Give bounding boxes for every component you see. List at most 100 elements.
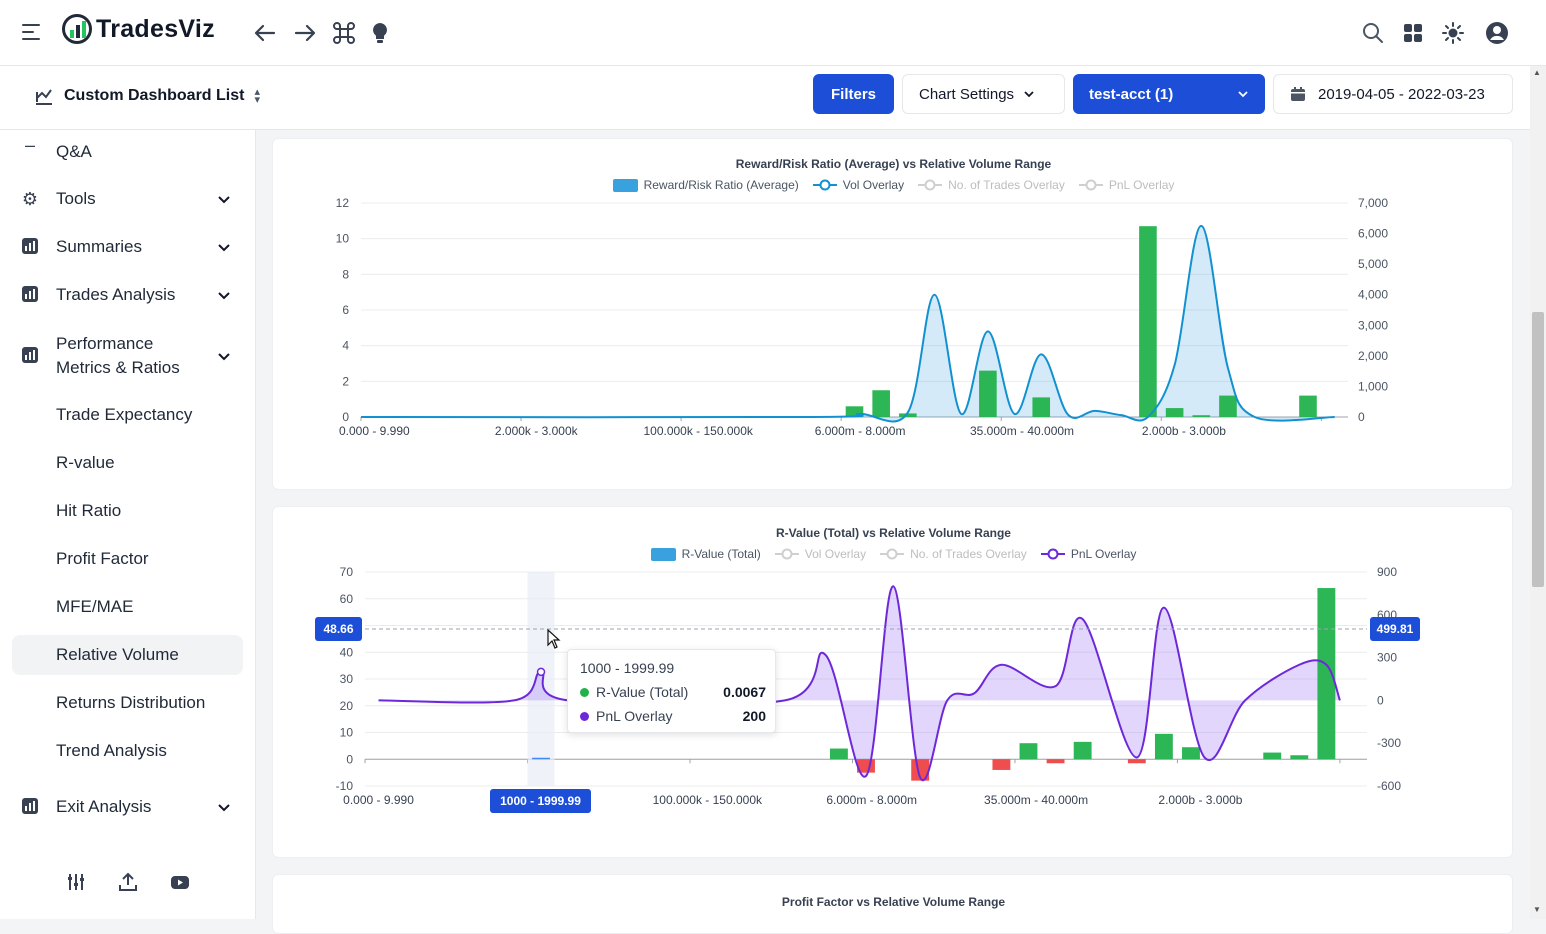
x-tick-label: 2.000b - 3.000b [1142, 424, 1226, 438]
command-icon[interactable] [331, 20, 357, 46]
y-left-tick-label: 12 [336, 196, 350, 210]
account-selector[interactable]: test-acct (1) [1073, 74, 1265, 114]
date-range-picker[interactable]: 2019-04-05 - 2022-03-23 [1273, 74, 1513, 114]
chevron-down-icon [1024, 91, 1034, 98]
sidebar-subitem-mfe-mae[interactable]: MFE/MAE [56, 597, 134, 616]
sliders-icon[interactable] [66, 872, 86, 898]
sidebar-item-performance-metrics[interactable]: Performance Metrics & Ratios [12, 330, 243, 382]
label-line-1: Performance [56, 334, 154, 353]
legend-swatch [612, 178, 638, 192]
scroll-up-arrow-icon[interactable]: ▲ [1533, 68, 1541, 77]
sidebar-subitem-relative-volume[interactable]: Relative Volume [12, 635, 243, 675]
sidebar-subitem-r-value[interactable]: R-value [56, 453, 115, 472]
legend-item-trades-overlay[interactable]: No. of Trades Overlay [918, 178, 1065, 192]
bar-chart-icon [20, 237, 40, 257]
legend-line-swatch [1078, 179, 1103, 191]
legend-item-pnl-overlay[interactable]: PnL Overlay [1078, 178, 1175, 192]
x-tick-label: 0.000 - 9.990 [343, 793, 414, 807]
sidebar-item-tools[interactable]: ⚙ Tools [12, 184, 243, 214]
sidebar-item-label: Summaries [56, 237, 142, 256]
crosshair-y-right-label: 499.81 [1370, 617, 1420, 641]
chart-card-r-value: R-Value (Total) vs Relative Volume Range… [272, 506, 1513, 858]
scrollbar-thumb[interactable] [1532, 312, 1544, 587]
bar [1139, 226, 1157, 417]
forward-arrow-icon[interactable] [292, 20, 318, 46]
sort-updown-icon: ▴ ▾ [254, 86, 260, 106]
lightbulb-icon[interactable] [367, 20, 393, 46]
brand-logo[interactable]: TradesViz [62, 14, 215, 44]
bar [1165, 408, 1184, 417]
bar [1290, 755, 1309, 760]
crosshair-x-label: 1000 - 1999.99 [490, 789, 591, 813]
sidebar-item-exit-analysis[interactable]: Exit Analysis [12, 792, 243, 822]
x-tick-label: 6.000m - 8.000m [826, 793, 917, 807]
legend-item-r-value[interactable]: R-Value (Total) [650, 547, 761, 561]
chart-title: Reward/Risk Ratio (Average) vs Relative … [735, 157, 1052, 171]
search-icon[interactable] [1360, 20, 1386, 46]
sidebar-subitem-hit-ratio[interactable]: Hit Ratio [56, 501, 122, 520]
chart-r-value-svg: -10010203040506070-600-30003006009000.00… [336, 565, 1402, 807]
overlay-line [360, 224, 1335, 423]
filters-button[interactable]: Filters [813, 74, 894, 114]
logo-mark-icon [62, 14, 92, 44]
custom-dashboard-selector[interactable]: Custom Dashboard List ▴ ▾ [34, 86, 260, 106]
y-left-tick-label: -10 [336, 779, 354, 793]
bar [1182, 747, 1200, 760]
y-left-tick-label: 4 [342, 339, 349, 353]
bar-chart-icon [20, 797, 40, 817]
y-right-tick-label: 300 [1377, 651, 1397, 665]
y-left-tick-label: 2 [342, 374, 349, 388]
y-right-tick-label: 5,000 [1358, 257, 1388, 271]
legend-item-vol-overlay[interactable]: Vol Overlay [774, 547, 867, 561]
legend-item-trades-overlay[interactable]: No. of Trades Overlay [880, 547, 1027, 561]
sidebar-item-summaries[interactable]: Summaries [12, 232, 243, 262]
calendar-icon [1291, 87, 1305, 101]
account-label: test-acct (1) [1089, 85, 1174, 103]
y-right-tick-label: 2,000 [1358, 349, 1388, 363]
apps-grid-icon[interactable] [1400, 20, 1426, 46]
x-tick-label: 35.000m - 40.000m [984, 793, 1088, 807]
legend-label: PnL Overlay [1070, 547, 1137, 561]
y-left-tick-label: 6 [342, 303, 349, 317]
scroll-down-arrow-icon[interactable]: ▼ [1533, 905, 1541, 914]
upload-icon[interactable] [118, 872, 138, 898]
sidebar-item-trades-analysis[interactable]: Trades Analysis [12, 280, 243, 310]
y-left-tick-label: 8 [342, 267, 349, 281]
menu-icon[interactable] [22, 24, 40, 40]
legend-label: Vol Overlay [804, 547, 867, 561]
sidebar-item-qa[interactable]: – Q&A [12, 135, 243, 166]
x-tick-label: 100.000k - 150.000k [643, 424, 753, 438]
overlay-area [361, 225, 1335, 422]
bar [1046, 759, 1065, 764]
bar [1019, 743, 1038, 760]
bar [1192, 415, 1211, 417]
legend-item-pnl-overlay[interactable]: PnL Overlay [1040, 547, 1137, 561]
y-right-tick-label: -600 [1377, 779, 1401, 793]
legend-label: PnL Overlay [1108, 178, 1175, 192]
bar [1263, 752, 1282, 760]
y-left-tick-label: 10 [340, 726, 354, 740]
youtube-icon[interactable] [170, 872, 190, 898]
back-arrow-icon[interactable] [252, 20, 278, 46]
legend-item-vol-overlay[interactable]: Vol Overlay [812, 178, 904, 192]
chevron-down-icon [1238, 91, 1248, 98]
legend-item-reward-risk[interactable]: Reward/Risk Ratio (Average) [612, 178, 799, 192]
x-tick-label: 2.000b - 3.000b [1158, 793, 1242, 807]
bar [532, 757, 550, 760]
sidebar-subitem-trade-expectancy[interactable]: Trade Expectancy [56, 405, 193, 424]
legend-line-swatch [812, 179, 837, 191]
y-left-tick-label: 30 [340, 672, 354, 686]
y-right-tick-label: -300 [1377, 736, 1401, 750]
chart-title: Profit Factor vs Relative Volume Range [781, 895, 1006, 909]
y-left-tick-label: 40 [340, 645, 354, 659]
chart-settings-button[interactable]: Chart Settings [902, 74, 1065, 114]
sidebar-subitem-trend-analysis[interactable]: Trend Analysis [56, 741, 167, 760]
bar [1219, 395, 1237, 417]
theme-sun-icon[interactable] [1440, 20, 1466, 46]
legend-label: No. of Trades Overlay [948, 178, 1065, 192]
sidebar-subitem-profit-factor[interactable]: Profit Factor [56, 549, 149, 568]
y-right-tick-label: 4,000 [1358, 288, 1388, 302]
user-account-icon[interactable] [1484, 20, 1510, 46]
sidebar-item-label: Exit Analysis [56, 797, 152, 816]
sidebar-subitem-returns-distribution[interactable]: Returns Distribution [56, 693, 206, 712]
